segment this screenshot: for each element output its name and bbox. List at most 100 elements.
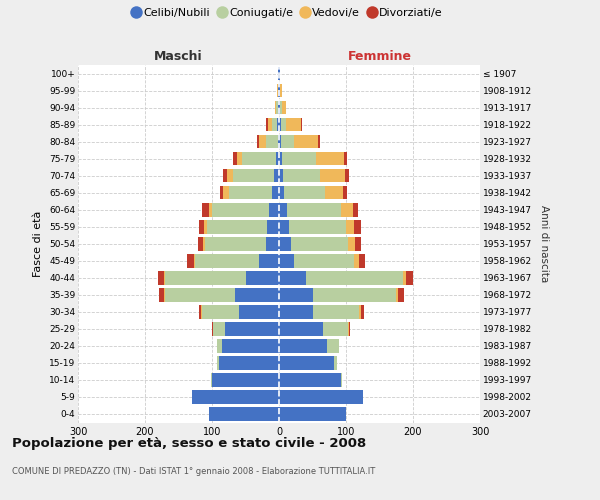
- Bar: [278, 66, 279, 80]
- Bar: [201, 305, 202, 318]
- Bar: [281, 135, 295, 148]
- Bar: [349, 322, 350, 336]
- Bar: [269, 203, 279, 216]
- Bar: [212, 373, 279, 387]
- Bar: [165, 271, 245, 284]
- Bar: [301, 118, 302, 132]
- Bar: [279, 390, 363, 404]
- Bar: [206, 220, 267, 234]
- Bar: [203, 237, 205, 250]
- Bar: [164, 288, 165, 302]
- Text: Maschi: Maschi: [154, 50, 203, 62]
- Bar: [279, 322, 323, 336]
- Bar: [164, 271, 165, 284]
- Bar: [279, 237, 291, 250]
- Bar: [279, 254, 294, 268]
- Bar: [291, 237, 348, 250]
- Bar: [259, 254, 279, 268]
- Bar: [280, 84, 283, 98]
- Bar: [287, 203, 341, 216]
- Bar: [279, 118, 281, 132]
- Bar: [284, 186, 325, 200]
- Bar: [279, 288, 313, 302]
- Bar: [279, 152, 283, 166]
- Bar: [217, 339, 222, 352]
- Bar: [348, 237, 355, 250]
- Bar: [346, 220, 354, 234]
- Bar: [279, 271, 306, 284]
- Bar: [237, 152, 242, 166]
- Bar: [279, 84, 280, 98]
- Bar: [266, 135, 278, 148]
- Bar: [223, 186, 229, 200]
- Bar: [227, 169, 233, 182]
- Bar: [199, 220, 204, 234]
- Bar: [279, 203, 287, 216]
- Legend: Celibi/Nubili, Coniugati/e, Vedovi/e, Divorziati/e: Celibi/Nubili, Coniugati/e, Vedovi/e, Di…: [129, 3, 447, 22]
- Bar: [289, 220, 346, 234]
- Bar: [344, 152, 347, 166]
- Bar: [279, 220, 289, 234]
- Bar: [359, 305, 361, 318]
- Bar: [279, 356, 334, 370]
- Bar: [286, 118, 301, 132]
- Bar: [199, 305, 201, 318]
- Bar: [278, 101, 279, 114]
- Bar: [279, 66, 280, 80]
- Bar: [295, 135, 318, 148]
- Bar: [198, 237, 203, 250]
- Bar: [239, 305, 279, 318]
- Bar: [313, 305, 359, 318]
- Bar: [217, 356, 218, 370]
- Bar: [205, 237, 266, 250]
- Bar: [266, 237, 279, 250]
- Bar: [195, 254, 259, 268]
- Bar: [277, 118, 279, 132]
- Bar: [294, 254, 354, 268]
- Bar: [398, 288, 404, 302]
- Bar: [275, 101, 277, 114]
- Bar: [235, 288, 279, 302]
- Bar: [354, 220, 361, 234]
- Bar: [313, 288, 396, 302]
- Bar: [268, 118, 272, 132]
- Bar: [209, 203, 212, 216]
- Bar: [259, 135, 266, 148]
- Bar: [278, 84, 279, 98]
- Bar: [353, 203, 358, 216]
- Bar: [267, 220, 279, 234]
- Bar: [279, 373, 341, 387]
- Bar: [266, 118, 268, 132]
- Bar: [325, 186, 343, 200]
- Bar: [279, 339, 327, 352]
- Bar: [212, 203, 269, 216]
- Bar: [279, 305, 313, 318]
- Bar: [348, 322, 349, 336]
- Bar: [318, 135, 320, 148]
- Bar: [280, 101, 281, 114]
- Bar: [281, 118, 286, 132]
- Bar: [211, 373, 212, 387]
- Bar: [212, 322, 214, 336]
- Bar: [316, 152, 344, 166]
- Bar: [355, 237, 361, 250]
- Bar: [226, 322, 279, 336]
- Bar: [279, 407, 346, 421]
- Bar: [279, 135, 281, 148]
- Bar: [406, 271, 413, 284]
- Bar: [334, 356, 337, 370]
- Bar: [242, 152, 275, 166]
- Bar: [359, 254, 365, 268]
- Bar: [202, 203, 209, 216]
- Bar: [277, 84, 278, 98]
- Bar: [272, 186, 279, 200]
- Bar: [192, 390, 279, 404]
- Bar: [257, 135, 259, 148]
- Bar: [233, 169, 274, 182]
- Bar: [277, 101, 278, 114]
- Bar: [272, 118, 277, 132]
- Bar: [229, 186, 272, 200]
- Bar: [279, 186, 284, 200]
- Bar: [274, 169, 279, 182]
- Bar: [283, 169, 320, 182]
